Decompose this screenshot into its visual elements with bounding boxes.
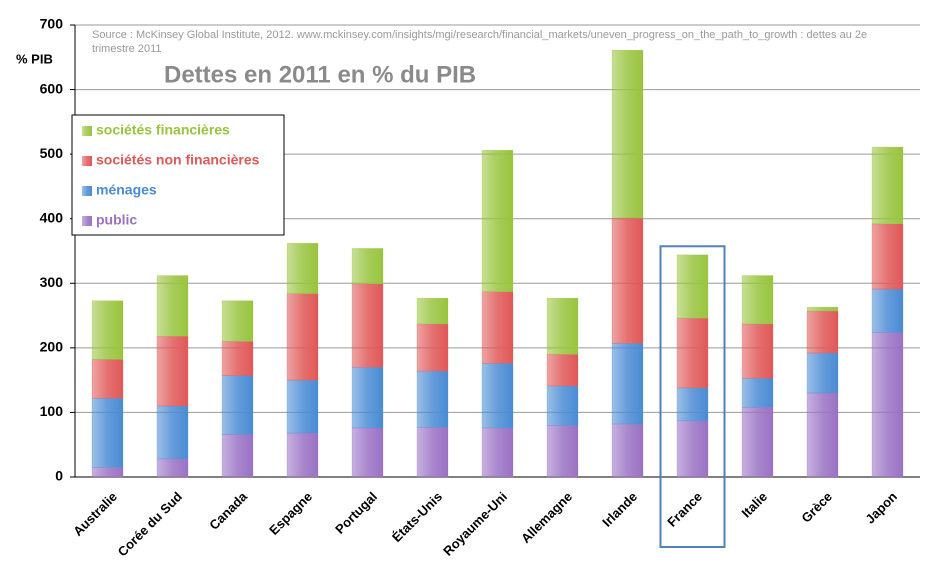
source-note: Source : McKinsey Global Institute, 2012… <box>92 29 868 55</box>
legend-swatch <box>82 156 92 166</box>
bar-segment <box>481 427 514 478</box>
bar-segment <box>611 423 644 478</box>
y-tick-label: 0 <box>55 468 63 484</box>
bar-segment <box>286 293 319 381</box>
bar-segment <box>156 335 189 407</box>
bar-segment <box>871 332 904 478</box>
bar-segment <box>351 427 384 478</box>
bar-segment <box>416 323 449 372</box>
bar-segment <box>156 405 189 460</box>
bar-segment <box>156 275 189 337</box>
y-tick-label: 100 <box>40 403 64 419</box>
bar-segment <box>351 366 384 429</box>
bar-segment <box>481 150 514 292</box>
bar-segment <box>221 300 254 342</box>
x-tick-label: Corée du Sud <box>115 489 185 559</box>
bar-segment <box>286 379 319 434</box>
bar-segment <box>546 297 579 355</box>
bar-segment <box>676 420 709 478</box>
bar-segment <box>676 387 709 422</box>
y-tick-label: 300 <box>40 274 64 290</box>
bar-segment <box>741 377 774 408</box>
x-tick-label: Portugal <box>332 489 380 537</box>
x-tick-label: Allemagne <box>518 489 575 546</box>
bar-segment <box>91 359 124 399</box>
y-tick-label: 400 <box>40 209 64 225</box>
bar-segment <box>91 300 124 360</box>
legend-swatch <box>82 216 92 226</box>
x-tick-label: États-Unis <box>389 489 445 545</box>
bar-segment <box>676 254 709 319</box>
chart-title: Dettes en 2011 en % du PIB <box>164 61 476 88</box>
bar-segment <box>806 352 839 394</box>
legend-swatch <box>82 126 92 136</box>
legend-swatch <box>82 186 92 196</box>
legend-label: public <box>96 212 137 228</box>
x-tick-label: Italie <box>738 489 770 521</box>
bar-segment <box>286 432 319 478</box>
bar-segment <box>351 248 384 285</box>
x-tick-label: France <box>664 489 705 530</box>
bar-segment <box>221 434 254 478</box>
bar-segment <box>156 458 189 478</box>
x-tick-label: Irlande <box>599 489 640 530</box>
x-tick-label: Canada <box>206 488 250 532</box>
x-tick-label: Australie <box>70 489 120 539</box>
x-tick-label: Royaume-Uni <box>440 489 510 559</box>
legend-label: ménages <box>96 182 157 198</box>
x-tick-label: Japon <box>862 489 900 527</box>
legend-label: sociétés non financières <box>96 152 260 168</box>
bar-segment <box>416 427 449 478</box>
bar-segment <box>416 297 449 325</box>
bar-segment <box>806 392 839 478</box>
x-tick-label: Espagne <box>266 489 315 538</box>
bar-segment <box>871 288 904 333</box>
y-tick-label: 700 <box>40 16 64 32</box>
x-tick-label: Grèce <box>798 489 835 526</box>
bar-segment <box>416 370 449 428</box>
bar-segment <box>546 385 579 426</box>
bar-segment <box>221 375 254 435</box>
bar-segment <box>741 323 774 379</box>
y-tick-label: 200 <box>40 339 64 355</box>
legend-box <box>71 114 285 236</box>
bar-segment <box>741 275 774 325</box>
bar-segment <box>546 425 579 478</box>
legend-label: sociétés financières <box>96 122 230 138</box>
bar-segment <box>611 343 644 425</box>
highlight-box <box>659 245 726 549</box>
bar-segment <box>871 223 904 290</box>
bar-segment <box>871 146 904 225</box>
bar-segment <box>546 354 579 387</box>
bar-segment <box>481 291 514 364</box>
bar-segment <box>611 217 644 344</box>
bar-segment <box>611 49 644 219</box>
bar-segment <box>91 467 124 478</box>
bar-segment <box>676 317 709 389</box>
bar-segment <box>286 243 319 294</box>
bar-segment <box>351 283 384 368</box>
bar-segment <box>806 306 839 312</box>
bar-segment <box>741 407 774 478</box>
bar-segment <box>91 397 124 468</box>
y-axis-label: % PIB <box>16 51 53 66</box>
bar-segment <box>221 341 254 376</box>
y-tick-label: 500 <box>40 145 64 161</box>
y-tick-label: 600 <box>40 80 64 96</box>
bar-segment <box>481 363 514 429</box>
bar-segment <box>806 310 839 354</box>
